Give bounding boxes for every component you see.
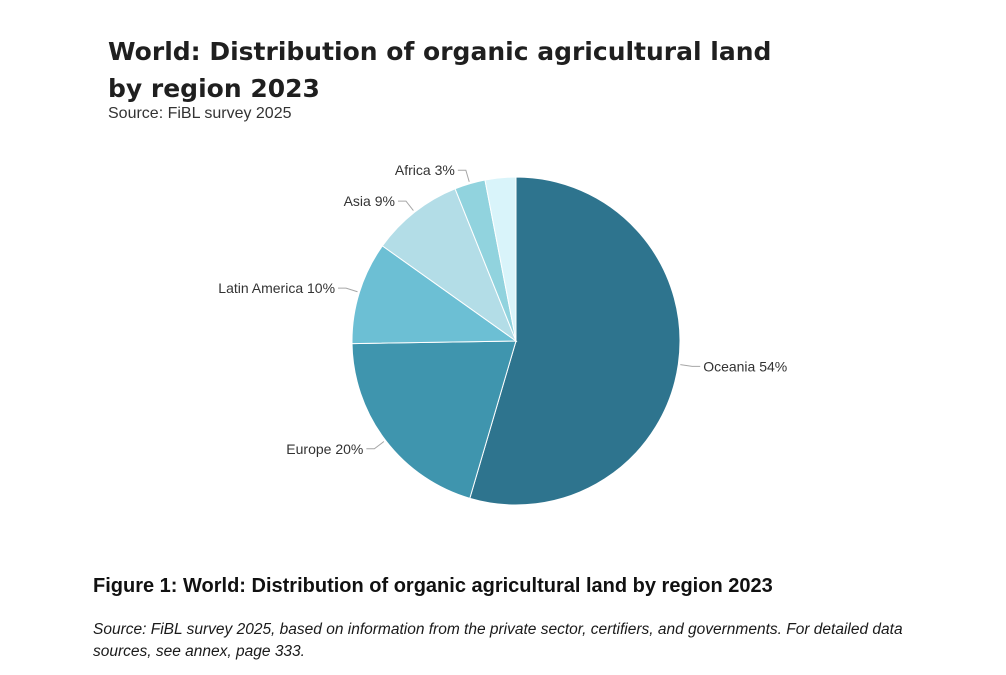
pie-slice-latin-america — [351, 245, 518, 345]
chart-subtitle: Source: FiBL survey 2025 — [108, 105, 292, 122]
pie-chart: Oceania 54% Europe 20% Latin America 10% As… — [218, 162, 787, 506]
slice-label-asia: Asia 9% — [344, 193, 395, 209]
chart-title-line-1: World: Distribution of organic agricultu… — [108, 37, 772, 66]
leader-line-asia — [397, 200, 414, 211]
leader-line-africa — [457, 169, 470, 182]
slice-labels: Oceania 54% Europe 20% Latin America 10% As… — [218, 162, 787, 457]
pie-slice-oceania — [469, 176, 681, 506]
slice-label-latin-america: Latin America 10% — [218, 280, 335, 296]
slice-label-oceania: Oceania 54% — [703, 358, 787, 374]
figure-source-line-2: sources, see annex, page 333. — [93, 643, 305, 660]
pie-slice-northern-america — [484, 176, 517, 342]
label-leader-lines — [338, 169, 701, 450]
figure-caption: Figure 1: World: Distribution of organic… — [93, 575, 773, 597]
figure-source-line-1: Source: FiBL survey 2025, based on infor… — [93, 621, 903, 638]
pie-slice-asia — [381, 188, 518, 343]
chart-title: World: Distribution of organic agricultu… — [108, 33, 808, 107]
slice-label-africa: Africa 3% — [395, 162, 455, 178]
pie-slice-europe — [351, 340, 517, 499]
leader-line-europe — [366, 441, 385, 450]
slice-label-europe: Europe 20% — [286, 441, 363, 457]
pie-slices — [351, 176, 681, 506]
figure-source: Source: FiBL survey 2025, based on infor… — [93, 619, 993, 663]
leader-line-oceania — [680, 364, 701, 367]
chart-title-line-2: by region 2023 — [108, 74, 320, 103]
leader-line-latin-america — [338, 287, 358, 293]
